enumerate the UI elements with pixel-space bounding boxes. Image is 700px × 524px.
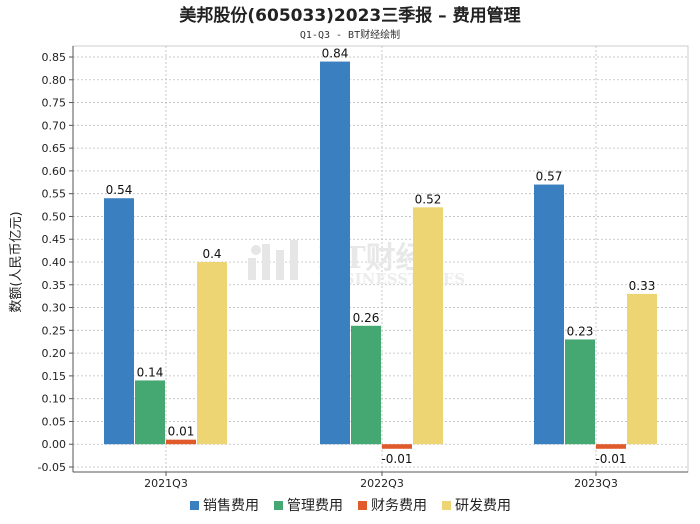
data-label: 0.84 [322, 47, 349, 61]
y-axis-label: 数额(人民币亿元) [9, 211, 24, 312]
x-tick-label: 2023Q3 [574, 477, 618, 490]
data-label: 0.26 [353, 311, 380, 325]
y-tick-label: 0.60 [42, 165, 67, 178]
y-tick-label: 0.35 [42, 279, 67, 292]
data-label: 0.57 [536, 170, 563, 184]
bar [135, 380, 165, 445]
bars [104, 61, 657, 449]
legend-label: 研发费用 [455, 498, 511, 514]
legend: 销售费用 管理费用 财务费用 研发费用 [190, 498, 511, 514]
y-tick-label: 0.75 [42, 97, 67, 110]
bar [413, 207, 443, 445]
y-tick-label: -0.05 [38, 461, 66, 474]
y-tick-label: 0.65 [42, 142, 67, 155]
data-label: -0.01 [595, 452, 626, 466]
legend-label: 财务费用 [371, 498, 427, 514]
y-tick-label: 0.70 [42, 119, 67, 132]
y-tick-label: 0.10 [42, 393, 67, 406]
data-label: 0.23 [567, 324, 594, 338]
bar [104, 198, 134, 445]
bar [565, 339, 595, 445]
legend-label: 销售费用 [203, 498, 259, 514]
y-tick-label: 0.80 [42, 74, 67, 87]
bar [166, 439, 196, 445]
watermark-logo-icon [248, 240, 298, 280]
legend-swatch [190, 501, 199, 510]
x-tick-label: 2022Q3 [360, 477, 404, 490]
legend-swatch [274, 501, 283, 510]
chart-title: 美邦股份(605033)2023三季报 – 费用管理 [179, 5, 520, 26]
x-tick-label: 2021Q3 [144, 477, 188, 490]
bar [596, 444, 626, 449]
data-label: 0.01 [168, 425, 195, 439]
y-tick-label: 0.85 [42, 51, 67, 64]
y-tick-label: 0.40 [42, 256, 67, 269]
y-tick-label: 0.50 [42, 210, 67, 223]
legend-swatch [442, 501, 451, 510]
y-tick-label: 0.00 [42, 438, 67, 451]
y-tick-label: 0.30 [42, 302, 67, 315]
y-tick-label: 0.15 [42, 370, 67, 383]
data-label: 0.33 [629, 279, 656, 293]
data-label: 0.4 [202, 247, 221, 261]
chart-subtitle: Q1-Q3 - BT财经绘制 [300, 28, 400, 41]
data-label: 0.14 [137, 365, 164, 379]
bar [197, 262, 227, 445]
data-label: 0.52 [415, 192, 442, 206]
bar [320, 61, 350, 445]
data-label: -0.01 [381, 452, 412, 466]
y-tick-label: 0.55 [42, 188, 67, 201]
bar [534, 184, 564, 445]
y-tick-label: 0.45 [42, 233, 67, 246]
legend-label: 管理费用 [287, 498, 343, 514]
y-tick-label: 0.20 [42, 347, 67, 360]
y-tick-label: 0.05 [42, 415, 67, 428]
axes: -0.05 0.00 0.05 0.10 0.15 0.20 0.25 0.30 0.35 0.4… [38, 45, 689, 490]
bar [382, 444, 412, 449]
data-label: 0.54 [106, 183, 133, 197]
data-labels: 0.54 0.14 0.01 0.4 0.84 0.26 -0.01 0.52 0.57 0.23… [106, 47, 656, 466]
bar [351, 325, 381, 445]
legend-swatch [358, 501, 367, 510]
bar [627, 293, 657, 445]
y-tick-label: 0.25 [42, 324, 67, 337]
